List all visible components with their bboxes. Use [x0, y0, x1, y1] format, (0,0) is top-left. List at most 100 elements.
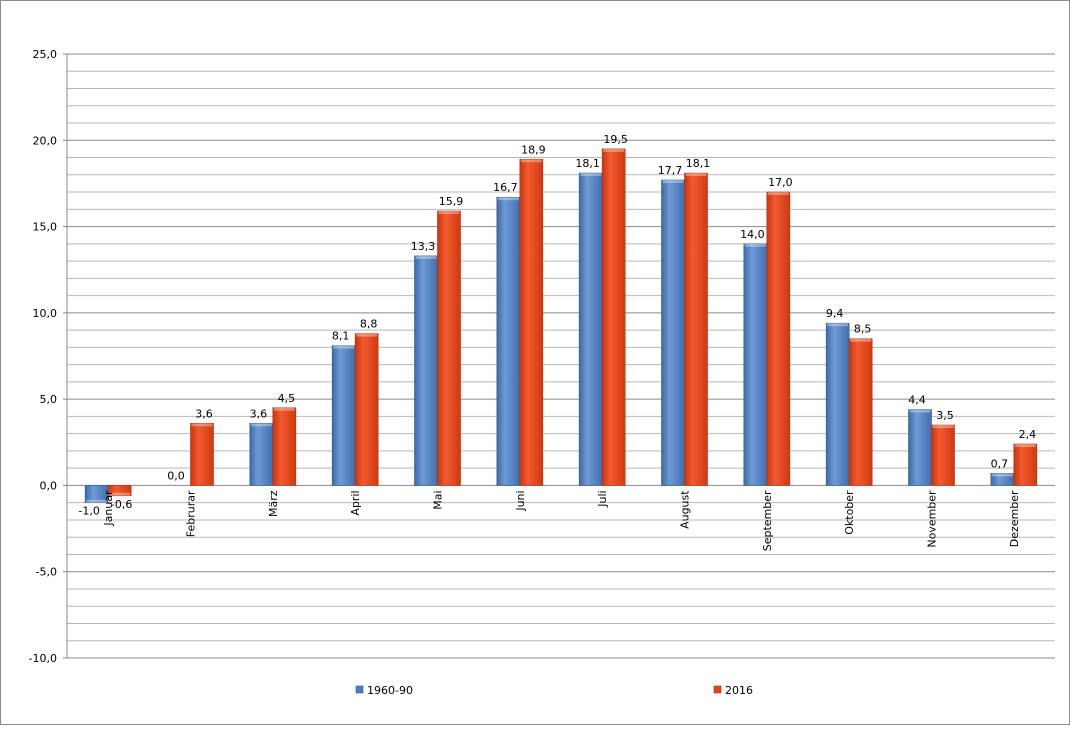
- data-label: 17,7: [658, 164, 683, 177]
- x-tick-label: November: [926, 490, 939, 548]
- data-label: 4,5: [278, 392, 296, 405]
- data-label: 0,0: [167, 469, 185, 482]
- bar-series2: [437, 210, 461, 486]
- bar-cap-highlight: [333, 345, 355, 349]
- y-tick-label: 5,0: [40, 393, 58, 406]
- data-label: 19,5: [603, 133, 628, 146]
- bar-series2: [766, 191, 791, 486]
- bar-cap-highlight: [191, 423, 213, 427]
- data-label: 3,5: [936, 409, 954, 422]
- bar-cap-highlight: [356, 333, 378, 337]
- bar-series2: [190, 423, 214, 486]
- legend-label: 1960-90: [367, 684, 413, 697]
- bar-cap-highlight: [685, 173, 707, 177]
- bar-series2: [272, 407, 297, 486]
- bar-series1: [496, 196, 521, 486]
- data-label: 17,0: [768, 176, 793, 189]
- bar-series2: [519, 158, 544, 486]
- bar-cap-highlight: [909, 409, 931, 413]
- bar-cap-highlight: [662, 179, 684, 183]
- bar-cap-highlight: [86, 499, 108, 503]
- data-labels: -1,0 -0,6 0,0 3,6 3,6 4,5 8,1 8,8 13,3 15,9 16,7 18…: [78, 133, 1036, 518]
- data-label: 0,7: [991, 457, 1009, 470]
- bar-cap-highlight: [744, 243, 766, 247]
- bar-series1: [414, 255, 438, 486]
- data-label: 16,7: [493, 181, 518, 194]
- data-label: 2,4: [1019, 428, 1037, 441]
- bar-series1: [578, 172, 603, 486]
- y-tick-label: 25,0: [33, 48, 58, 61]
- bar-series2: [931, 424, 955, 486]
- y-tick-label: 20,0: [33, 134, 58, 147]
- data-label: 3,6: [195, 407, 213, 420]
- bar-series2: [354, 333, 379, 486]
- data-label: 18,1: [575, 157, 600, 170]
- x-axis-labels: Januar Februrar März April Mai Juni Juli August…: [102, 490, 1021, 551]
- bar-series2: [684, 172, 708, 486]
- y-tick-label: 15,0: [33, 221, 58, 234]
- legend-swatch: [355, 685, 364, 694]
- data-label: 9,4: [826, 307, 844, 320]
- data-label: 13,3: [411, 240, 436, 253]
- bar-cap-highlight: [415, 255, 437, 259]
- legend-swatch: [713, 685, 722, 694]
- bar-cap-highlight: [991, 473, 1013, 477]
- x-tick-label: Juli: [596, 490, 609, 507]
- x-tick-label: Juni: [514, 490, 527, 511]
- gridlines: [67, 53, 1055, 659]
- data-label: 8,5: [854, 323, 872, 336]
- bar-cap-highlight: [109, 492, 131, 496]
- bar-series1: [825, 322, 850, 486]
- y-tick-label: -5,0: [36, 566, 57, 579]
- bar-series1: [661, 179, 685, 486]
- x-tick-label: August: [679, 490, 692, 529]
- data-label: -1,0: [78, 505, 99, 518]
- bar-cap-highlight: [603, 148, 625, 152]
- y-tick-label: 0,0: [40, 479, 58, 492]
- data-label: -0,6: [111, 498, 132, 511]
- bar-cap-highlight: [932, 425, 954, 429]
- bar-cap-highlight: [827, 323, 849, 327]
- x-tick-label: Oktober: [843, 490, 856, 535]
- bar-cap-highlight: [250, 423, 272, 427]
- bar-cap-highlight: [580, 173, 602, 177]
- bar-series2: [601, 148, 626, 486]
- y-tick-label: 10,0: [33, 307, 58, 320]
- x-tick-label: März: [267, 490, 280, 517]
- bar-series1: [331, 345, 356, 486]
- bar-series1: [743, 243, 768, 486]
- x-tick-label: April: [349, 490, 362, 515]
- bar-cap-highlight: [1014, 444, 1036, 448]
- data-label: 18,9: [521, 143, 546, 156]
- bar-cap-highlight: [767, 192, 789, 196]
- data-label: 3,6: [250, 407, 268, 420]
- bar-series2: [107, 485, 132, 497]
- bar-series2: [1013, 443, 1038, 486]
- data-label: 4,4: [908, 393, 926, 406]
- bar-cap-highlight: [273, 407, 295, 411]
- bar-cap-highlight: [438, 211, 460, 215]
- x-tick-label: September: [761, 490, 774, 551]
- y-tick-label: -10,0: [29, 652, 57, 665]
- x-tick-label: Februrar: [185, 490, 198, 537]
- y-axis: 25,0 20,0 15,0 10,0 5,0 0,0 -5,0 -10,0: [29, 48, 68, 665]
- legend: 1960-90 2016: [355, 684, 753, 697]
- bar-series1: [249, 423, 274, 486]
- bar-cap-highlight: [497, 197, 519, 201]
- bar-series2: [848, 338, 873, 486]
- legend-label: 2016: [725, 684, 753, 697]
- data-label: 8,8: [360, 318, 378, 331]
- bar-cap-highlight: [520, 159, 542, 163]
- data-label: 14,0: [740, 228, 765, 241]
- bar-cap-highlight: [850, 338, 872, 342]
- bars: [84, 148, 1038, 503]
- bar-series1: [908, 409, 932, 486]
- data-label: 8,1: [332, 330, 350, 343]
- data-label: 18,1: [686, 157, 711, 170]
- data-label: 15,9: [439, 195, 464, 208]
- x-tick-label: Dezember: [1008, 490, 1021, 547]
- x-tick-label: Mai: [432, 490, 445, 509]
- x-tick-label: Januar: [102, 490, 115, 527]
